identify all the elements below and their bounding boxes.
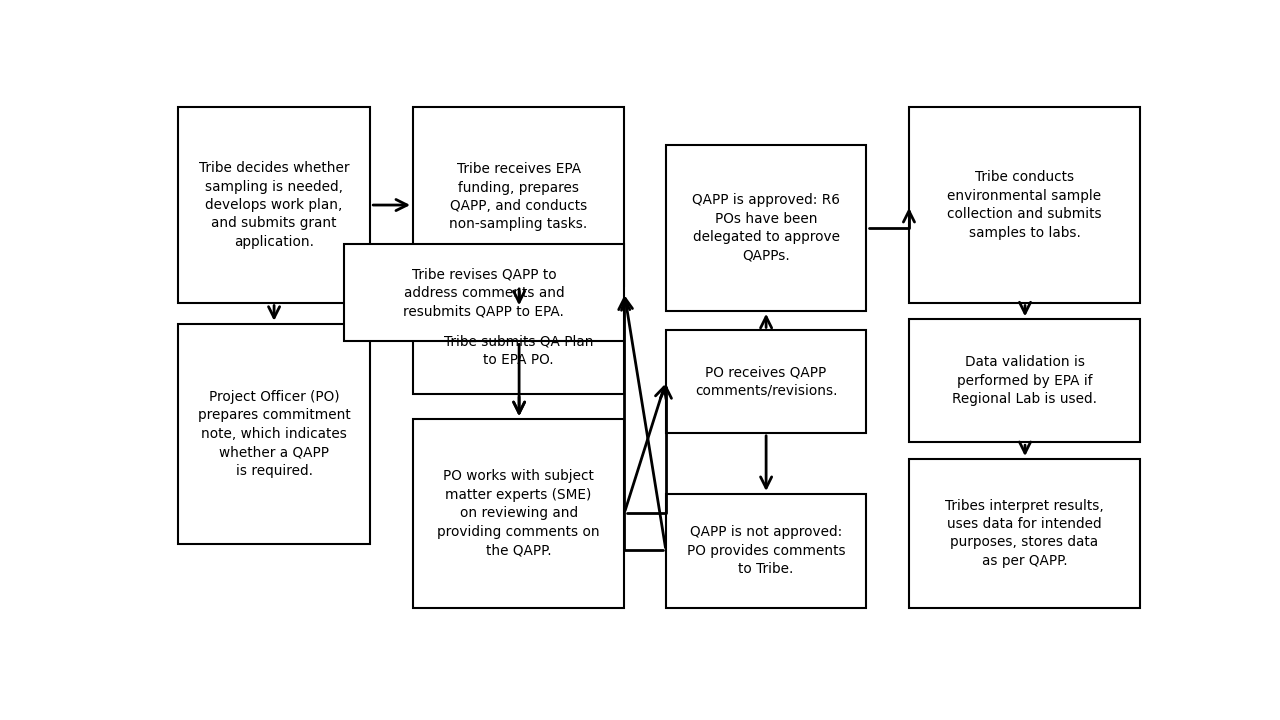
Text: Tribe conducts
environmental sample
collection and submits
samples to labs.: Tribe conducts environmental sample coll… bbox=[947, 171, 1102, 240]
FancyBboxPatch shape bbox=[413, 107, 625, 286]
Text: Tribes interpret results,
uses data for intended
purposes, stores data
as per QA: Tribes interpret results, uses data for … bbox=[945, 499, 1103, 568]
FancyBboxPatch shape bbox=[178, 107, 370, 302]
FancyBboxPatch shape bbox=[666, 330, 867, 433]
Text: Data validation is
performed by EPA if
Regional Lab is used.: Data validation is performed by EPA if R… bbox=[952, 356, 1097, 406]
FancyBboxPatch shape bbox=[909, 107, 1140, 302]
Text: PO works with subject
matter experts (SME)
on reviewing and
providing comments o: PO works with subject matter experts (SM… bbox=[438, 469, 600, 557]
Text: PO receives QAPP
comments/revisions.: PO receives QAPP comments/revisions. bbox=[695, 366, 837, 398]
Text: QAPP is not approved:
PO provides comments
to Tribe.: QAPP is not approved: PO provides commen… bbox=[687, 526, 845, 576]
FancyBboxPatch shape bbox=[343, 244, 625, 341]
Text: QAPP is approved: R6
POs have been
delegated to approve
QAPPs.: QAPP is approved: R6 POs have been deleg… bbox=[692, 193, 840, 262]
FancyBboxPatch shape bbox=[178, 324, 370, 544]
FancyBboxPatch shape bbox=[666, 145, 867, 311]
FancyBboxPatch shape bbox=[909, 459, 1140, 608]
Text: Tribe decides whether
sampling is needed,
develops work plan,
and submits grant
: Tribe decides whether sampling is needed… bbox=[198, 161, 349, 249]
FancyBboxPatch shape bbox=[909, 319, 1140, 442]
Text: Tribe submits QA Plan
to EPA PO.: Tribe submits QA Plan to EPA PO. bbox=[444, 335, 594, 367]
FancyBboxPatch shape bbox=[666, 494, 867, 608]
FancyBboxPatch shape bbox=[413, 419, 625, 608]
Text: Project Officer (PO)
prepares commitment
note, which indicates
whether a QAPP
is: Project Officer (PO) prepares commitment… bbox=[197, 390, 351, 477]
Text: Tribe receives EPA
funding, prepares
QAPP, and conducts
non-sampling tasks.: Tribe receives EPA funding, prepares QAP… bbox=[449, 162, 588, 231]
Text: Tribe revises QAPP to
address comments and
resubmits QAPP to EPA.: Tribe revises QAPP to address comments a… bbox=[403, 268, 564, 318]
FancyBboxPatch shape bbox=[413, 308, 625, 394]
